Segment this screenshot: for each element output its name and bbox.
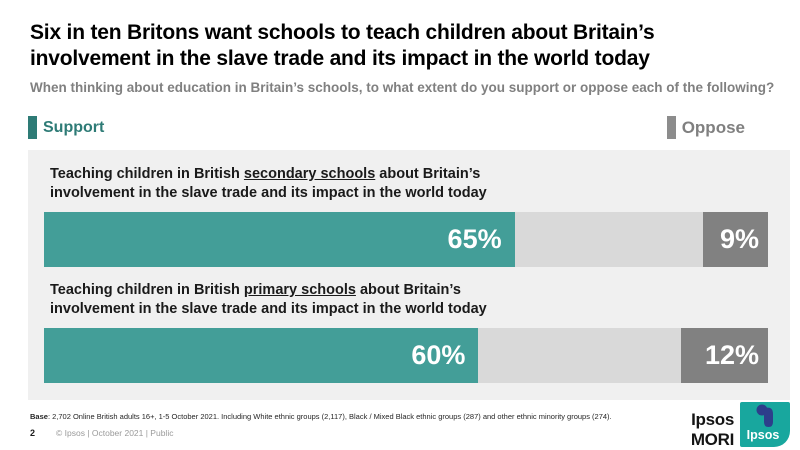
oppose-legend-marker-icon <box>666 116 676 139</box>
page-title: Six in ten Britons want schools to teach… <box>30 20 770 72</box>
copyright-text: © Ipsos | October 2021 | Public <box>56 428 174 438</box>
bar-label-underlined-text: primary schools <box>243 282 356 298</box>
bar-group-primary-schools: Teaching children in British primary sch… <box>44 281 768 383</box>
bar-label-text: involvement in the slave trade and its i… <box>50 185 487 201</box>
support-legend-marker-icon <box>28 116 37 139</box>
bar-group-secondary-schools: Teaching children in British secondary s… <box>44 165 768 267</box>
bar-label-primary-schools: Teaching children in British primary sch… <box>50 281 768 319</box>
base-note: Base: 2,702 Online British adults 16+, 1… <box>30 412 730 421</box>
chart-legend: Support Oppose <box>28 116 745 139</box>
bar-label-text: about Britain’s <box>375 166 481 182</box>
ipsos-logo-icon: Ipsos <box>740 402 790 447</box>
support-bar-segment: 60% <box>44 328 479 383</box>
bar-label-text: Teaching children in British <box>50 282 244 298</box>
stacked-bar-secondary-schools: 65% 9% <box>44 212 768 267</box>
oppose-value-label: 9% <box>719 224 759 254</box>
title-line-1: Six in ten Britons want schools to teach… <box>30 21 655 44</box>
neutral-bar-segment <box>514 212 703 267</box>
page-number: 2 <box>30 428 36 438</box>
bar-label-text: about Britain’s <box>355 282 461 298</box>
support-bar-segment: 65% <box>44 212 515 267</box>
title-line-2: involvement in the slave trade and its i… <box>30 47 650 70</box>
oppose-bar-segment: 9% <box>702 212 768 267</box>
oppose-bar-segment: 12% <box>681 328 768 383</box>
base-note-text: : 2,702 Online British adults 16+, 1-5 O… <box>47 411 612 421</box>
bar-label-underlined-text: secondary schools <box>243 166 376 182</box>
bar-label-text: involvement in the slave trade and its i… <box>50 301 487 317</box>
survey-question-subtitle: When thinking about education in Britain… <box>30 80 775 95</box>
brand-wordmark: Ipsos MORI <box>690 410 734 449</box>
chart-panel: Teaching children in British secondary s… <box>28 150 790 400</box>
oppose-value-label: 12% <box>704 340 759 370</box>
base-note-label: Base <box>30 411 48 421</box>
legend-item-oppose: Oppose <box>666 116 745 139</box>
stacked-bar-primary-schools: 60% 12% <box>44 328 768 383</box>
bar-label-text: Teaching children in British <box>50 166 244 182</box>
ipsos-logo-glyph-icon <box>756 404 773 427</box>
legend-item-support: Support <box>28 116 104 139</box>
support-value-label: 60% <box>411 340 466 370</box>
support-value-label: 65% <box>447 224 502 254</box>
support-legend-label: Support <box>43 118 105 136</box>
ipsos-logo-text: Ipsos <box>746 428 780 442</box>
oppose-legend-label: Oppose <box>681 117 745 137</box>
neutral-bar-segment <box>478 328 682 383</box>
bar-label-secondary-schools: Teaching children in British secondary s… <box>50 165 768 203</box>
